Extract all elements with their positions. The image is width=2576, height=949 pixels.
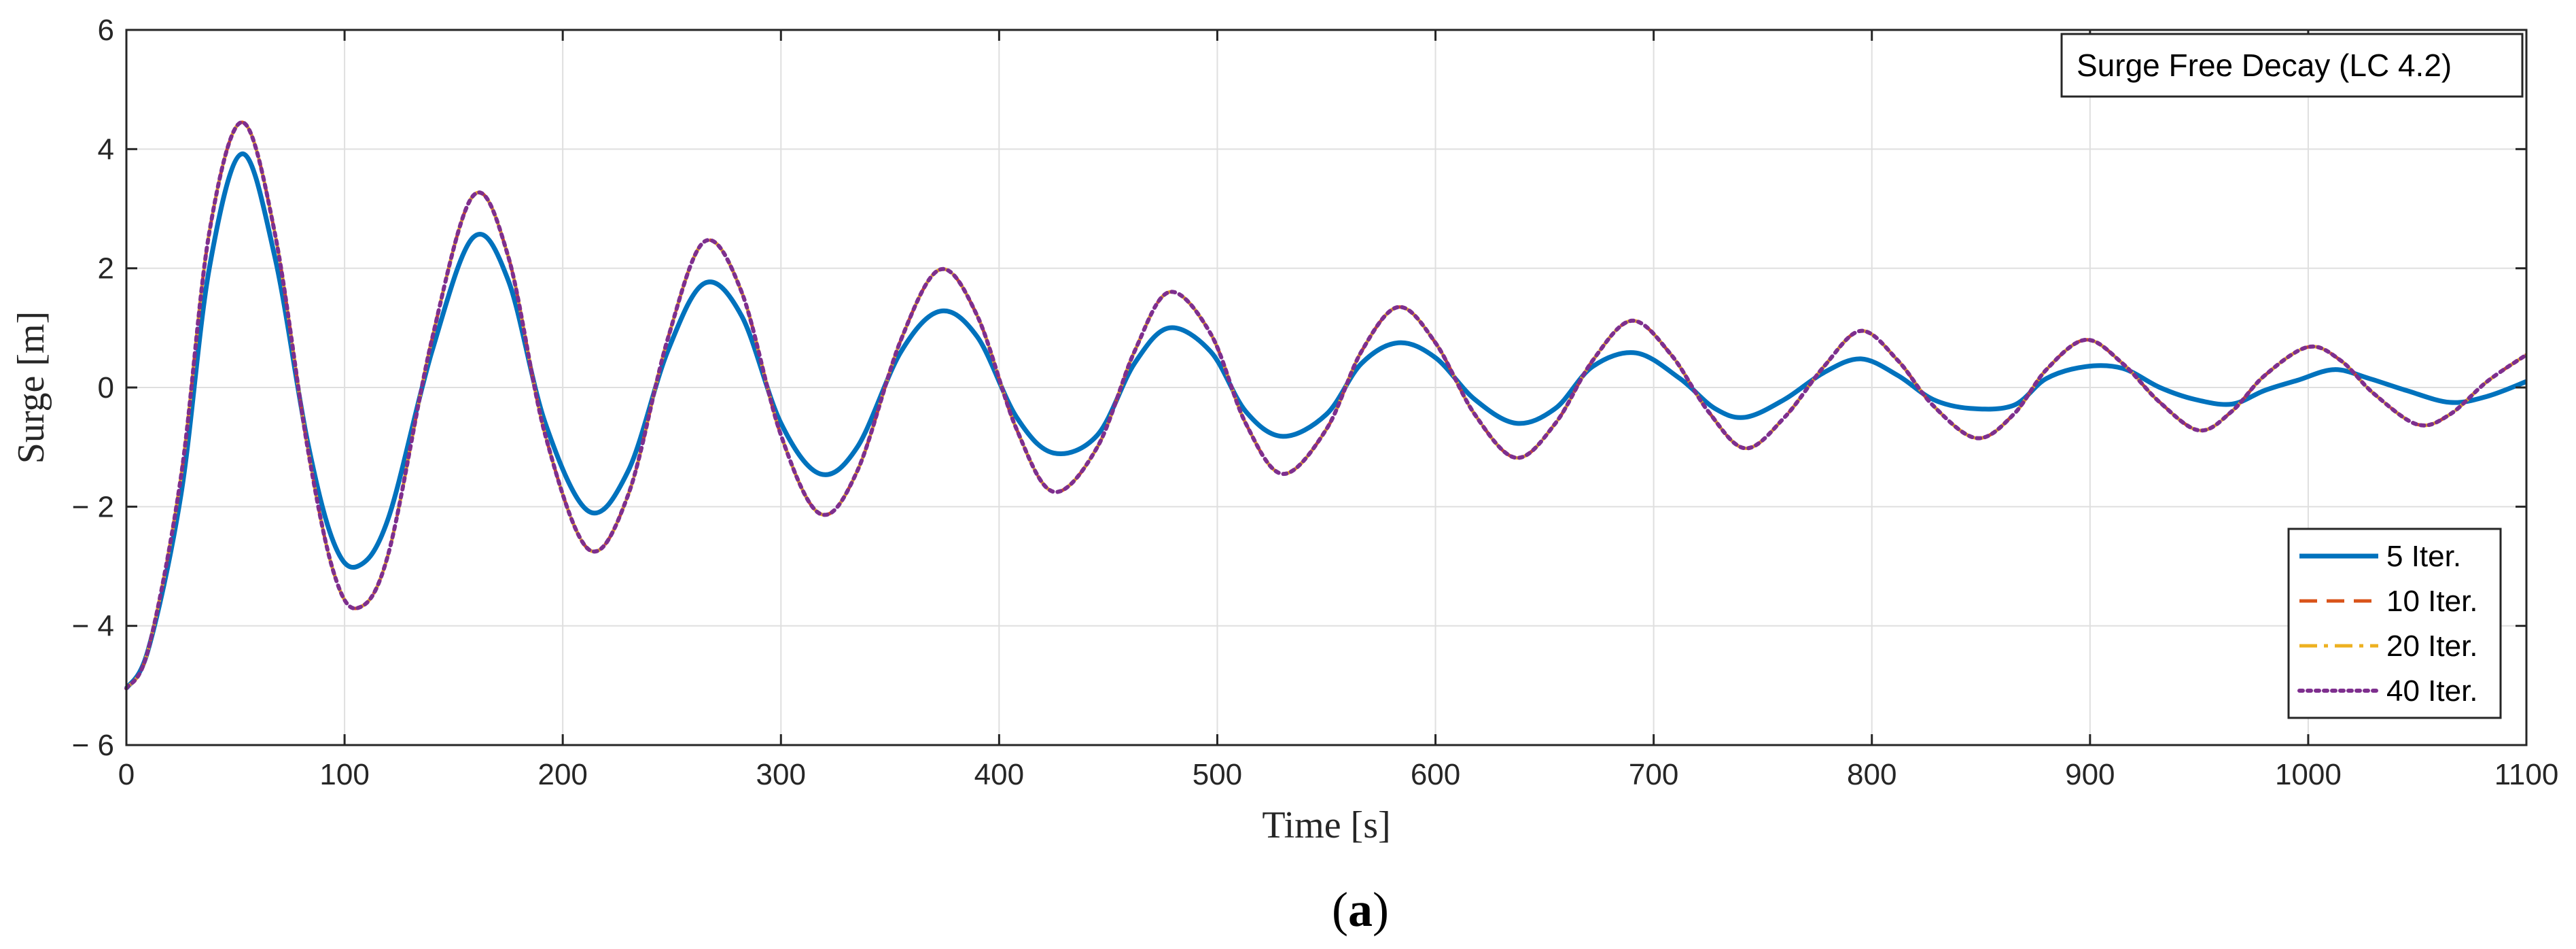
y-tick-label: − 4 xyxy=(72,610,114,643)
y-axis-label: Surge [m] xyxy=(10,311,52,464)
series-line-4 xyxy=(124,120,2528,691)
x-tick-label: 600 xyxy=(1411,758,1460,791)
x-tick-label: 0 xyxy=(118,758,135,791)
legend-label-1: 5 Iter. xyxy=(2386,540,2461,573)
legend-items: 5 Iter. 10 Iter. 20 Iter. 40 Iter. xyxy=(2297,540,2478,708)
y-tick-labels: 6 4 2 0 − 2 − 4 − 6 xyxy=(72,14,114,762)
series-layer xyxy=(124,120,2528,691)
x-tick-label: 700 xyxy=(1629,758,1678,791)
legend-frame xyxy=(2287,528,2502,719)
y-tick-label: − 6 xyxy=(72,729,114,762)
x-tick-label: 500 xyxy=(1193,758,1242,791)
y-tick-label: 4 xyxy=(98,133,114,166)
x-tick-label: 200 xyxy=(537,758,587,791)
chart-title: Surge Free Decay (LC 4.2) xyxy=(2077,48,2452,83)
x-tick-label: 400 xyxy=(974,758,1024,791)
caption-open-paren: ( xyxy=(1332,882,1348,937)
x-tick-label: 1100 xyxy=(2494,758,2559,791)
y-tick-label: − 2 xyxy=(72,490,114,523)
axis-ticks xyxy=(125,29,2528,746)
x-tick-label: 1000 xyxy=(2275,758,2342,791)
caption-letter: a xyxy=(1348,882,1373,937)
x-axis-label: Time [s] xyxy=(1262,804,1390,846)
y-tick-label: 6 xyxy=(98,14,114,47)
y-tick-label: 0 xyxy=(98,371,114,404)
legend-label-2: 10 Iter. xyxy=(2386,585,2478,618)
chart-title-frame xyxy=(2060,33,2524,98)
y-tick-label: 2 xyxy=(98,252,114,286)
legend-label-4: 40 Iter. xyxy=(2386,674,2478,708)
x-tick-label: 100 xyxy=(319,758,369,791)
series-line-1 xyxy=(124,151,2528,690)
x-tick-label: 900 xyxy=(2065,758,2115,791)
x-tick-label: 800 xyxy=(1847,758,1896,791)
chart-title-box: Surge Free Decay (LC 4.2) xyxy=(2060,33,2524,98)
legend: 5 Iter. 10 Iter. 20 Iter. 40 Iter. xyxy=(2287,528,2502,719)
caption-close-paren: ) xyxy=(1373,882,1389,937)
x-tick-label: 300 xyxy=(756,758,806,791)
figure-caption: (a) xyxy=(1332,882,1389,937)
x-tick-labels: 0 100 200 300 400 500 600 700 800 900 1000 1100 xyxy=(118,758,2559,791)
legend-label-3: 20 Iter. xyxy=(2386,629,2478,663)
